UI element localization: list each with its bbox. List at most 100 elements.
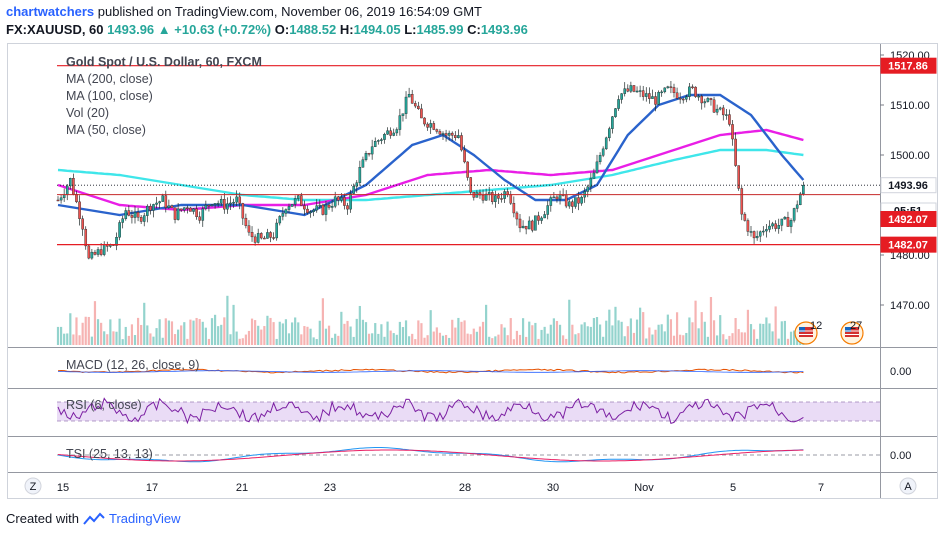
tsi-label[interactable]: TSI (25, 13, 13) — [66, 447, 153, 461]
volume-bar — [96, 319, 100, 345]
volume-bar — [229, 334, 232, 345]
candle-body — [490, 192, 494, 202]
volume-bar — [417, 320, 420, 345]
volume-bar — [152, 336, 155, 345]
macd-label[interactable]: MACD (12, 26, close, 9) — [66, 358, 199, 372]
volume-bar — [485, 304, 488, 345]
legend-title: Gold Spot / U.S. Dollar, 60, FXCM — [66, 55, 262, 69]
macd-pane[interactable]: MACD (12, 26, close, 9) 0.00 — [57, 358, 911, 378]
volume-bar — [531, 325, 534, 345]
volume-bar — [112, 331, 115, 345]
candle-body — [229, 202, 232, 205]
volume-bar — [414, 339, 417, 345]
candle-body — [247, 225, 251, 233]
volume-bar — [611, 325, 614, 345]
candle-body — [706, 98, 710, 102]
volume-bar — [574, 334, 577, 345]
candle-body — [155, 202, 158, 205]
candle-body — [657, 91, 660, 105]
volume-bar — [672, 335, 676, 345]
z-button-label: Z — [30, 481, 37, 493]
volume-bar — [90, 336, 93, 345]
candle-body — [487, 192, 491, 195]
volume-bar — [81, 322, 84, 345]
volume-bar — [716, 335, 719, 345]
volume-bar — [777, 338, 780, 345]
tsi-pane[interactable]: TSI (25, 13, 13) 0.00 — [57, 447, 911, 463]
a-button-label: A — [904, 481, 912, 493]
candle-body — [681, 98, 685, 101]
close-value: 1493.96 — [480, 22, 528, 37]
candle-body — [219, 199, 223, 204]
volume-bar — [266, 315, 269, 345]
candle-body — [534, 215, 537, 231]
candle-body — [69, 178, 72, 187]
candle-body — [346, 205, 349, 210]
volume-bar — [170, 321, 174, 345]
volume-bar — [528, 321, 531, 345]
pane-separators — [8, 44, 937, 498]
candle-body — [423, 117, 426, 125]
candle-body — [672, 87, 676, 94]
candle-body — [552, 196, 556, 199]
legend-ma50[interactable]: MA (50, close) — [66, 123, 146, 137]
legend-ma100[interactable]: MA (100, close) — [66, 89, 153, 103]
macd-signal-line — [57, 370, 804, 373]
chart-legend: Gold Spot / U.S. Dollar, 60, FXCM MA (20… — [66, 55, 262, 137]
volume-bar — [568, 299, 571, 345]
volume-bar — [100, 322, 103, 345]
candle-body — [198, 216, 201, 221]
legend-ma200[interactable]: MA (200, close) — [66, 72, 153, 86]
volume-bar — [700, 312, 703, 345]
time-tick-label: 23 — [324, 482, 336, 494]
time-axis[interactable]: 15 17 21 23 28 30 Nov 5 7 — [57, 482, 824, 494]
scale-button-z[interactable]: Z — [24, 477, 42, 495]
candle-body — [721, 107, 725, 116]
rsi-band — [57, 402, 880, 421]
candle-body — [567, 201, 571, 207]
tradingview-brand[interactable]: TradingView — [108, 511, 181, 526]
candle-body — [651, 96, 654, 99]
candle-body — [115, 237, 118, 246]
volume-bar — [746, 309, 750, 345]
volume-bar — [383, 336, 386, 345]
volume-bar — [675, 312, 679, 345]
event-flag-icon[interactable] — [840, 321, 864, 345]
volume-bar — [423, 337, 426, 345]
candle-body — [426, 123, 429, 128]
publisher-name[interactable]: chartwatchers — [6, 4, 95, 19]
candle-body — [238, 196, 242, 204]
candle-body — [515, 212, 519, 220]
volume-bar — [281, 323, 284, 345]
candle-body — [370, 146, 374, 155]
candle-body — [380, 139, 383, 141]
candle-body — [87, 245, 91, 259]
candle-body — [266, 232, 269, 239]
candle-body — [728, 114, 731, 125]
moving-averages — [57, 93, 805, 217]
candle-body — [278, 216, 282, 224]
volume-bar — [278, 321, 281, 345]
candle-body — [84, 228, 88, 247]
legend-vol[interactable]: Vol (20) — [66, 106, 109, 120]
rsi-label[interactable]: RSI (6, close) — [66, 398, 142, 412]
candle-body — [715, 108, 719, 113]
volume-bar — [66, 333, 69, 345]
candle-body — [263, 237, 266, 240]
volume-bar — [691, 322, 694, 345]
candle-body — [383, 134, 386, 140]
candle-body — [694, 86, 697, 97]
candle-body — [626, 88, 630, 92]
event-flag-icon[interactable] — [794, 321, 818, 345]
volume-bar — [608, 309, 611, 345]
event-markers[interactable]: 12 27 — [794, 320, 864, 345]
volume-bar — [257, 325, 260, 345]
candle-body — [133, 212, 137, 218]
volume-bar — [546, 333, 549, 345]
volume-bar — [743, 332, 746, 345]
volume-bar — [491, 338, 494, 345]
rsi-pane[interactable]: RSI (6, close) — [57, 397, 880, 425]
volume-bar — [632, 332, 636, 345]
auto-scale-button[interactable]: A — [899, 477, 917, 495]
